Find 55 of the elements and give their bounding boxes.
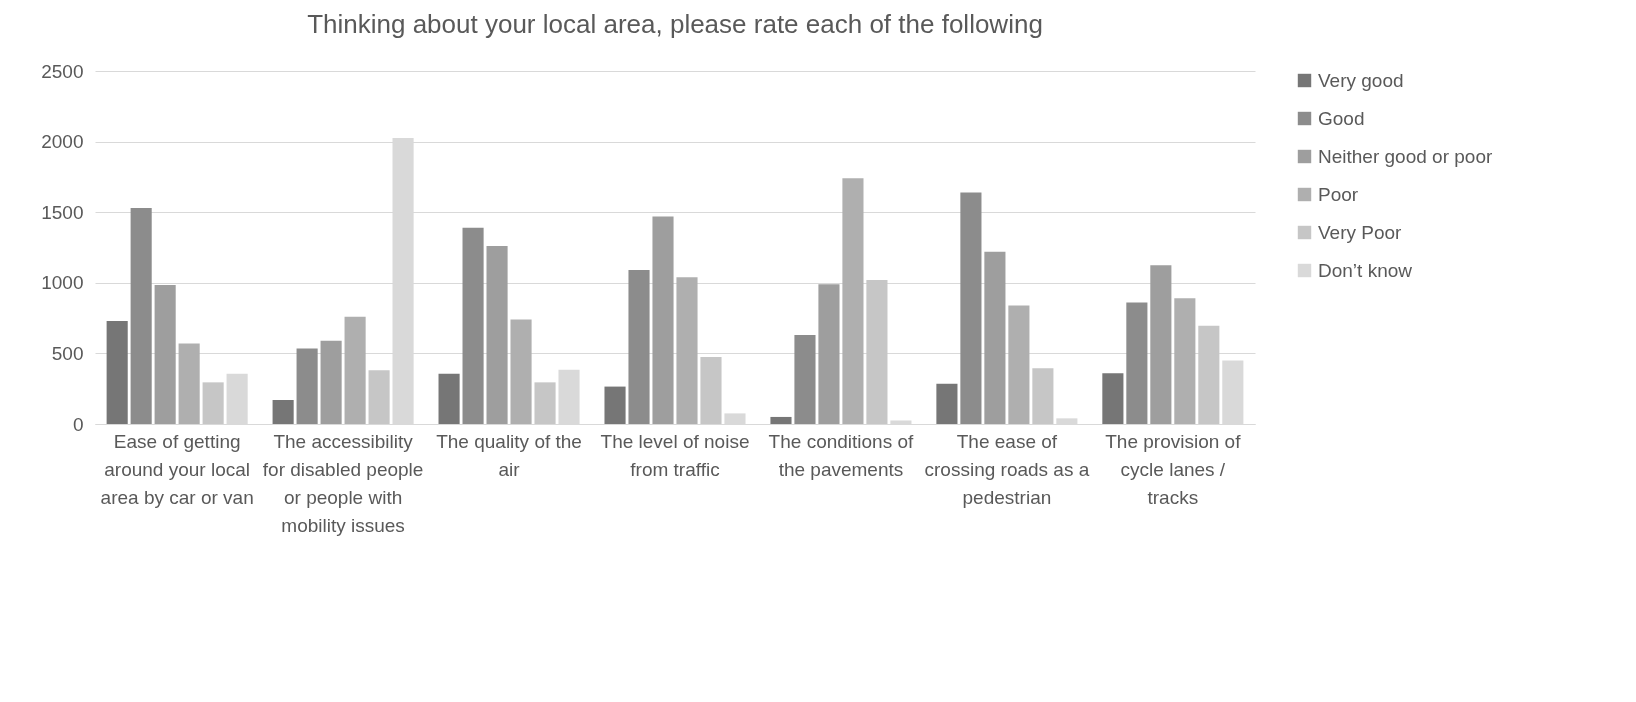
bar bbox=[984, 251, 1006, 424]
bar bbox=[534, 382, 556, 424]
bar bbox=[344, 316, 366, 424]
bar bbox=[1198, 325, 1220, 424]
chart-title: Thinking about your local area, please rate each of the following bbox=[307, 9, 1043, 39]
y-tick-label: 1500 bbox=[41, 201, 84, 223]
bar bbox=[178, 343, 200, 424]
bar bbox=[272, 400, 294, 424]
bar bbox=[652, 216, 674, 424]
bar bbox=[960, 192, 982, 424]
legend-label: Very Poor bbox=[1318, 221, 1403, 243]
bar bbox=[1032, 368, 1054, 424]
bar bbox=[604, 386, 626, 424]
y-tick-label: 2500 bbox=[41, 60, 84, 82]
legend-label: Don’t know bbox=[1318, 259, 1413, 281]
bar bbox=[936, 383, 958, 424]
bar bbox=[842, 178, 864, 424]
bar bbox=[462, 227, 484, 424]
bar bbox=[320, 340, 342, 424]
bar bbox=[1126, 302, 1148, 424]
legend-label: Very good bbox=[1318, 69, 1404, 91]
bar bbox=[818, 284, 840, 424]
bar bbox=[510, 319, 532, 424]
bar bbox=[368, 370, 390, 424]
bar bbox=[1102, 373, 1124, 424]
bar bbox=[296, 348, 318, 424]
bar bbox=[1008, 305, 1030, 424]
bar bbox=[130, 207, 152, 424]
bar bbox=[438, 373, 460, 424]
bar bbox=[202, 382, 224, 424]
bar bbox=[700, 356, 722, 424]
legend-label: Neither good or poor bbox=[1318, 145, 1493, 167]
x-tick-label: The provision of cycle lanes / tracks bbox=[1105, 430, 1242, 508]
y-tick-label: 1000 bbox=[41, 272, 84, 294]
legend-label: Poor bbox=[1318, 183, 1359, 205]
bar bbox=[866, 279, 888, 424]
x-tick-label: The level of noise from traffic bbox=[600, 430, 750, 480]
x-tick-label: Ease of getting around your local area by car or van bbox=[100, 430, 254, 508]
bar bbox=[486, 246, 508, 424]
x-tick-label: The accessibility for disabled people or people with mobility issues bbox=[262, 430, 424, 536]
y-tick-label: 2000 bbox=[41, 131, 84, 153]
bar bbox=[676, 277, 698, 424]
bar bbox=[1174, 298, 1196, 424]
legend-label: Good bbox=[1318, 107, 1365, 129]
x-tick-label: The conditions of the pavements bbox=[768, 430, 915, 480]
bar bbox=[1150, 265, 1172, 424]
x-tick-label: The quality of the air bbox=[436, 430, 582, 480]
y-tick-label: 500 bbox=[51, 342, 84, 364]
bar bbox=[628, 270, 650, 424]
bar bbox=[154, 284, 176, 424]
bar bbox=[794, 335, 816, 424]
bar bbox=[770, 416, 792, 424]
bar bbox=[106, 320, 128, 424]
x-tick-label: The ease of crossing roads as a pedestrian bbox=[924, 430, 1090, 508]
y-tick-label: 0 bbox=[72, 413, 84, 435]
